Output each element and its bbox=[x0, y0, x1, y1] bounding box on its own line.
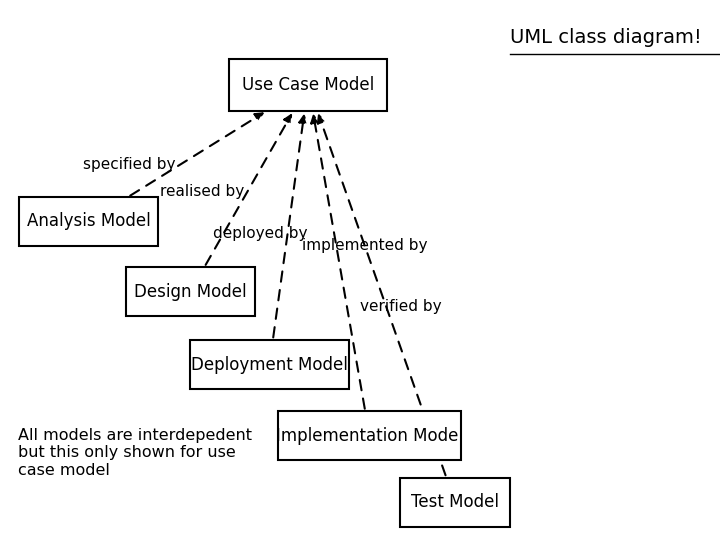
Text: Analysis Model: Analysis Model bbox=[27, 212, 150, 231]
Text: Test Model: Test Model bbox=[411, 493, 499, 511]
Text: specified by: specified by bbox=[83, 157, 175, 172]
FancyBboxPatch shape bbox=[277, 411, 462, 460]
Text: implemented by: implemented by bbox=[302, 238, 428, 253]
FancyBboxPatch shape bbox=[190, 340, 348, 389]
Text: All models are interdepedent
but this only shown for use
case model: All models are interdepedent but this on… bbox=[18, 428, 252, 478]
Text: verified by: verified by bbox=[359, 299, 441, 314]
FancyBboxPatch shape bbox=[19, 197, 158, 246]
Text: Implementation Model: Implementation Model bbox=[276, 427, 463, 445]
FancyBboxPatch shape bbox=[229, 59, 387, 111]
Text: Deployment Model: Deployment Model bbox=[191, 355, 348, 374]
FancyBboxPatch shape bbox=[400, 478, 510, 526]
Text: UML class diagram!: UML class diagram! bbox=[510, 28, 701, 48]
Text: Use Case Model: Use Case Model bbox=[242, 76, 374, 94]
FancyBboxPatch shape bbox=[126, 267, 255, 316]
Text: deployed by: deployed by bbox=[213, 226, 307, 241]
Text: realised by: realised by bbox=[160, 184, 244, 199]
Text: Design Model: Design Model bbox=[134, 282, 247, 301]
